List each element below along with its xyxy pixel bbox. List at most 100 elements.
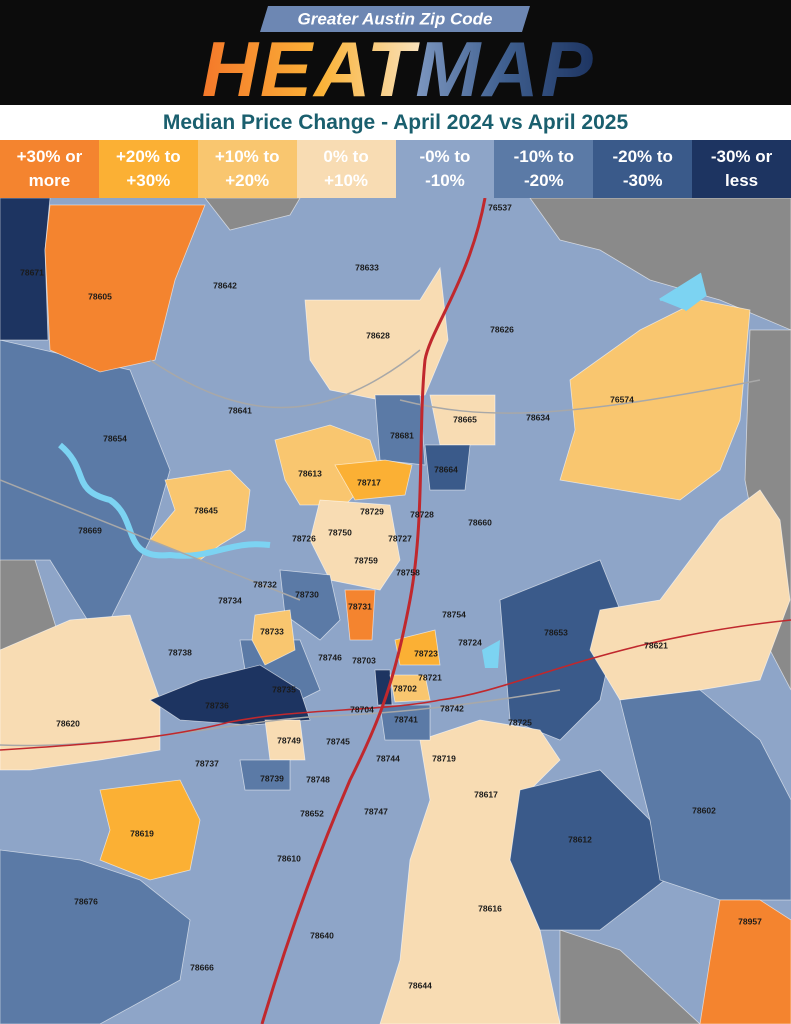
legend-label: 0% to — [323, 147, 369, 166]
zip-area — [374, 394, 426, 466]
zip-label: 78671 — [20, 267, 44, 277]
zip-label: 78621 — [644, 640, 668, 650]
zip-area — [239, 759, 291, 791]
zip-label: 78717 — [357, 477, 381, 487]
zip-label: 78617 — [474, 789, 498, 799]
zip-area — [389, 674, 431, 703]
zip-label: 78644 — [408, 980, 432, 990]
zip-label: 78731 — [348, 601, 372, 611]
map: 76537 78671 78605 78642 78633 78628 78626 76574… — [0, 198, 791, 1024]
zip-label: 78703 — [352, 655, 376, 665]
zip-label: 78758 — [396, 567, 420, 577]
zip-label: 78681 — [390, 430, 414, 440]
zip-area — [0, 849, 191, 1024]
zip-area — [559, 929, 701, 1024]
zip-area — [279, 569, 341, 641]
legend: +30% or more +20% to +30% +10% to +20% 0% to +1… — [0, 140, 791, 198]
zip-label: 78727 — [388, 533, 412, 543]
kicker-banner — [260, 6, 530, 32]
zip-label: 78748 — [306, 774, 330, 784]
zip-label: 78754 — [442, 609, 466, 619]
zip-label: 78633 — [355, 262, 379, 272]
legend-item: +10% to +20% — [197, 140, 297, 198]
subtitle: Median Price Change - April 2024 vs Apri… — [162, 111, 629, 134]
zip-label: 78605 — [88, 291, 112, 301]
legend-item: -10% to -20% — [494, 140, 594, 198]
zip-label: 78745 — [326, 736, 350, 746]
zip-area — [149, 469, 251, 561]
zip-area — [429, 394, 496, 446]
zip-label: 78742 — [440, 703, 464, 713]
zip-label: 78620 — [56, 718, 80, 728]
zip-label: 78626 — [490, 324, 514, 334]
zip-area — [304, 266, 449, 401]
zip-label: 78641 — [228, 405, 252, 415]
zip-label: 78726 — [292, 533, 316, 543]
zip-label: 78652 — [300, 808, 324, 818]
zip-label: 78640 — [310, 930, 334, 940]
legend-item: +30% or more — [0, 140, 99, 198]
zip-label: 78734 — [218, 595, 242, 605]
water — [482, 640, 500, 668]
legend-label: -30% or — [710, 147, 773, 166]
water — [659, 272, 707, 312]
zip-label: 78747 — [364, 806, 388, 816]
kicker: Greater Austin Zip Code — [298, 9, 493, 28]
zip-label: 78736 — [205, 700, 229, 710]
legend-item: 0% to +10% — [296, 140, 396, 198]
zip-label: 78654 — [103, 433, 127, 443]
zip-area — [589, 489, 791, 701]
legend-label: -0% to — [419, 147, 471, 166]
zip-label: 78664 — [434, 464, 458, 474]
legend-label: -30% — [622, 171, 663, 190]
zip-area — [619, 689, 791, 901]
zip-label: 78634 — [526, 412, 550, 422]
zip-area — [204, 198, 301, 231]
zip-area — [309, 499, 401, 591]
legend-label: +20% to — [115, 147, 181, 166]
zip-label: 78735 — [272, 684, 296, 694]
zip-label: 78738 — [168, 647, 192, 657]
zip-area — [334, 459, 413, 501]
highway — [0, 619, 791, 751]
zip-label: 78744 — [376, 753, 400, 763]
zip-label: 78619 — [130, 828, 154, 838]
zip-label: 78730 — [295, 589, 319, 599]
zip-label: 78732 — [253, 579, 277, 589]
zip-area — [44, 204, 206, 373]
legend-label: -10% to — [513, 147, 575, 166]
road — [149, 349, 421, 409]
zip-area — [99, 779, 201, 881]
zip-label: 78725 — [508, 717, 532, 727]
zip-label: 78613 — [298, 468, 322, 478]
legend-item: -30% or less — [692, 140, 791, 198]
zip-label: 78723 — [414, 648, 438, 658]
zip-label: 78702 — [393, 683, 417, 693]
zip-label: 78729 — [360, 506, 384, 516]
zip-label: 78676 — [74, 896, 98, 906]
legend-label: -20% — [523, 171, 564, 190]
legend-item: -20% to -30% — [593, 140, 693, 198]
zip-area — [344, 589, 376, 641]
zip-area — [699, 899, 791, 1024]
legend-label: -10% — [425, 171, 465, 190]
zip-label: 78737 — [195, 758, 219, 768]
zip-area — [0, 198, 51, 341]
legend-item: +20% to +30% — [98, 140, 198, 198]
zip-area — [251, 609, 296, 666]
zip-label: 78728 — [410, 509, 434, 519]
zip-label: 78610 — [277, 853, 301, 863]
zip-label: 78741 — [394, 714, 418, 724]
zip-area — [559, 299, 751, 501]
zip-label: 78749 — [277, 735, 301, 745]
zip-label: 76574 — [610, 394, 634, 404]
zip-label: 78746 — [318, 652, 342, 662]
zip-label: 78704 — [350, 704, 374, 714]
zip-label: 78733 — [260, 626, 284, 636]
zip-label: 78642 — [213, 280, 237, 290]
legend-label: +10% — [324, 171, 369, 190]
zip-label: 76537 — [488, 202, 512, 212]
zip-label: 78721 — [418, 672, 442, 682]
zip-label: 78612 — [568, 834, 592, 844]
